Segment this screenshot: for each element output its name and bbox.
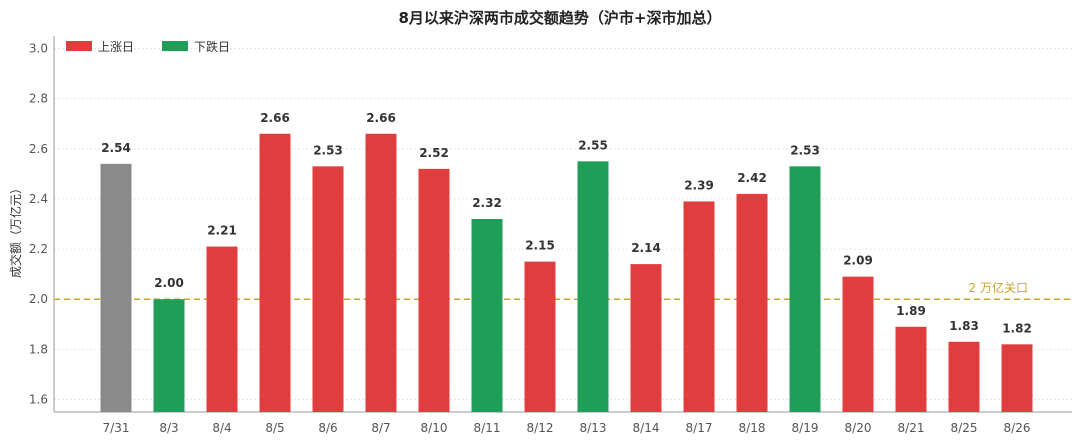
legend-label: 上涨日 <box>98 39 134 54</box>
legend-swatch <box>162 41 188 51</box>
y-tick-label: 2.4 <box>29 192 48 206</box>
y-tick-label: 2.6 <box>29 142 48 156</box>
x-tick-label: 8/11 <box>474 421 501 435</box>
x-tick-label: 8/3 <box>159 421 178 435</box>
bar <box>948 341 980 412</box>
legend: 上涨日 下跌日 <box>66 39 230 54</box>
bar <box>683 201 715 412</box>
reference-line-label: 2 万亿关口 <box>969 280 1028 295</box>
y-axis-title: 成交额（万亿元） <box>8 182 23 278</box>
bar <box>736 193 768 412</box>
bar <box>312 166 344 412</box>
y-tick-label: 3.0 <box>29 42 48 56</box>
bar-value-label: 1.89 <box>896 304 926 318</box>
bar-value-label: 1.83 <box>949 319 979 333</box>
x-tick-label: 8/14 <box>633 421 660 435</box>
bar <box>630 264 662 412</box>
bar-value-label: 2.21 <box>207 224 237 238</box>
bar-value-label: 1.82 <box>1002 321 1032 335</box>
bar <box>789 166 821 412</box>
x-tick-label: 8/19 <box>792 421 819 435</box>
bar <box>471 218 503 412</box>
bar-value-label: 2.53 <box>313 143 343 157</box>
bars <box>100 133 1033 412</box>
bar <box>153 299 185 412</box>
x-tick-label: 8/4 <box>212 421 231 435</box>
bar-value-label: 2.00 <box>154 276 184 290</box>
x-tick-label: 8/7 <box>371 421 390 435</box>
bar <box>895 326 927 412</box>
bar-value-label: 2.66 <box>260 111 290 125</box>
bar <box>418 168 450 412</box>
bar-value-label: 2.42 <box>737 171 767 185</box>
bar-value-label: 2.09 <box>843 254 873 268</box>
x-tick-label: 8/26 <box>1004 421 1031 435</box>
legend-label: 下跌日 <box>194 39 230 54</box>
y-tick-label: 1.8 <box>29 342 48 356</box>
bar <box>1001 344 1033 412</box>
x-tick-label: 8/10 <box>421 421 448 435</box>
y-tick-label: 2.2 <box>29 242 48 256</box>
y-tick-label: 1.6 <box>29 392 48 406</box>
x-tick-label: 8/25 <box>951 421 978 435</box>
chart-title: 8月以来沪深两市成交额趋势（沪市+深市加总） <box>398 9 721 27</box>
bar-value-label: 2.52 <box>419 146 449 160</box>
x-tick-label: 8/18 <box>739 421 766 435</box>
x-tick-label: 8/13 <box>580 421 607 435</box>
bar-value-label: 2.39 <box>684 178 714 192</box>
x-tick-label: 8/6 <box>318 421 337 435</box>
y-tick-label: 2.8 <box>29 92 48 106</box>
legend-swatch <box>66 41 92 51</box>
x-tick-label: 8/20 <box>845 421 872 435</box>
bar-value-label: 2.15 <box>525 239 555 253</box>
x-tick-label: 8/17 <box>686 421 713 435</box>
bar-value-label: 2.53 <box>790 143 820 157</box>
bar-value-label: 2.32 <box>472 196 502 210</box>
bar <box>524 261 556 412</box>
bar-value-label: 2.55 <box>578 138 608 152</box>
x-tick-label: 8/12 <box>527 421 554 435</box>
bar-value-labels: 2.54 2.00 2.21 2.66 2.53 2.66 2.52 2.32 2.15 2.55… <box>101 111 1032 336</box>
x-tick-label: 7/31 <box>103 421 130 435</box>
bar-value-label: 2.54 <box>101 141 131 155</box>
y-tick-label: 2.0 <box>29 292 48 306</box>
bar <box>577 161 609 412</box>
x-tick-label: 8/5 <box>265 421 284 435</box>
bar <box>259 133 291 412</box>
x-tick-label: 8/21 <box>898 421 925 435</box>
bar <box>206 246 238 412</box>
bar-value-label: 2.66 <box>366 111 396 125</box>
x-tick-labels: 7/31 8/3 8/4 8/5 8/6 8/7 8/10 8/11 8/12 8/13 8/14 8… <box>103 421 1031 435</box>
reference-line-group: 2 万亿关口 <box>54 280 1072 300</box>
bar <box>365 133 397 412</box>
y-tick-labels: 1.6 1.8 2.0 2.2 2.4 2.6 2.8 3.0 <box>29 42 48 407</box>
bar <box>842 276 874 412</box>
bar-value-label: 2.14 <box>631 241 661 255</box>
bar <box>100 163 132 412</box>
